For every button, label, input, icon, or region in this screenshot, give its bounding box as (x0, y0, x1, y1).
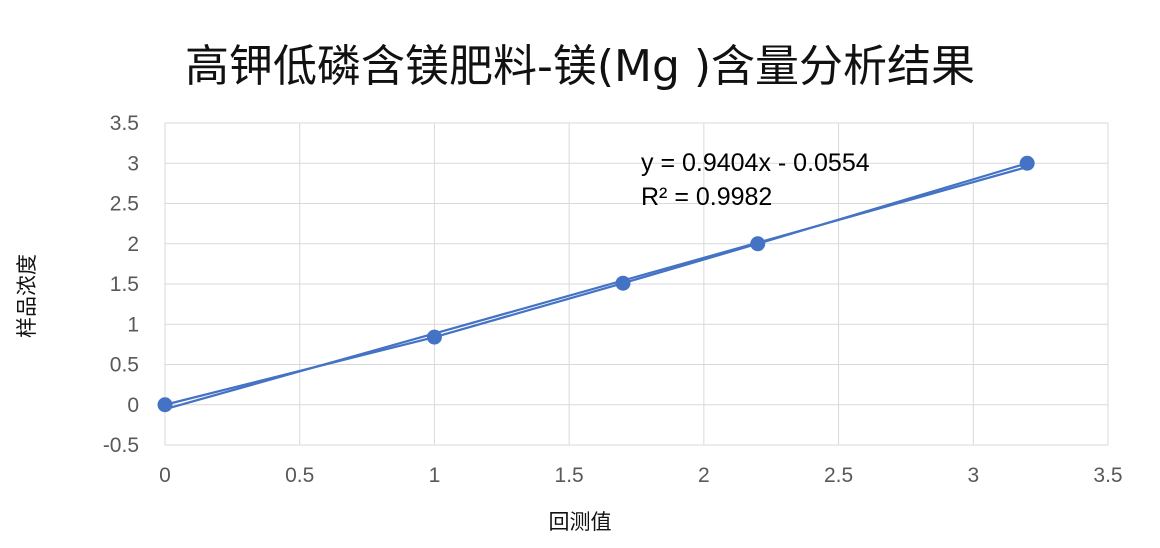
x-tick-label: 3 (967, 464, 979, 487)
data-point (157, 397, 173, 413)
x-tick-label: 0.5 (285, 464, 314, 487)
x-tick-label: 2.5 (824, 464, 853, 487)
x-tick-label: 1 (429, 464, 441, 487)
y-axis-label: 样品浓度 (15, 254, 39, 338)
y-tick-label: 2 (127, 233, 139, 256)
y-tick-label: 0 (127, 394, 139, 417)
data-point (1019, 155, 1035, 171)
x-tick-label: 0 (159, 464, 171, 487)
x-tick-label: 1.5 (555, 464, 584, 487)
x-tick-label: 2 (698, 464, 710, 487)
data-point (426, 329, 442, 345)
y-tick-label: 3 (127, 152, 139, 175)
chart-title: 高钾低磷含镁肥料-镁(Mg )含量分析结果 (184, 41, 976, 92)
y-tick-label: 3.5 (110, 112, 139, 135)
r-squared-label: R² = 0.9982 (641, 183, 772, 211)
x-axis-label: 回测值 (548, 510, 612, 534)
data-point (615, 275, 631, 291)
data-point (750, 236, 766, 252)
x-tick-label: 3.5 (1093, 464, 1122, 487)
y-tick-label: 2.5 (110, 193, 139, 216)
y-tick-label: 0.5 (110, 354, 139, 377)
y-tick-label: -0.5 (103, 434, 139, 457)
trendline-equation: y = 0.9404x - 0.0554 (641, 149, 870, 177)
y-tick-label: 1 (127, 313, 139, 336)
y-tick-label: 1.5 (110, 273, 139, 296)
